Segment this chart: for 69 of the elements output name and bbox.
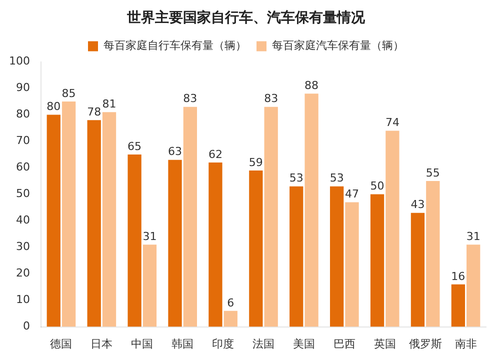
chart-title: 世界主要国家自行车、汽车保有量情况 [126, 9, 366, 26]
y-tick-label: 70 [16, 134, 30, 148]
x-tick-label: 巴西 [333, 337, 356, 350]
data-label: 59 [248, 156, 263, 169]
y-tick-label: 100 [8, 54, 30, 68]
data-label: 62 [208, 148, 222, 161]
y-tick-label: 20 [16, 266, 30, 280]
data-label: 53 [289, 172, 304, 185]
y-tick-label: 80 [16, 108, 30, 121]
bar [183, 106, 197, 327]
bar [102, 112, 116, 327]
data-label: 80 [46, 100, 61, 114]
bar [249, 170, 263, 327]
y-tick-label: 0 [22, 320, 30, 333]
x-tick-label: 美国 [292, 337, 315, 350]
data-label: 63 [168, 145, 182, 158]
data-label: 31 [142, 230, 157, 244]
bar [370, 194, 384, 327]
x-tick-label: 中国 [131, 337, 154, 350]
legend-label: 每百家庭汽车保有量（辆） [272, 39, 404, 52]
bar [142, 244, 157, 327]
x-tick-label: 德国 [50, 337, 72, 350]
data-label: 83 [264, 92, 278, 106]
bar [466, 244, 480, 327]
x-tick-label: 英国 [374, 337, 396, 350]
data-label: 53 [330, 172, 344, 185]
bar [304, 94, 318, 327]
y-tick-label: 60 [16, 160, 30, 174]
data-label: 83 [183, 92, 198, 106]
bar [410, 212, 425, 327]
y-tick-label: 50 [16, 187, 30, 200]
bar [208, 162, 222, 327]
data-label: 85 [62, 86, 76, 100]
bar [62, 102, 76, 327]
bar [345, 202, 359, 327]
bar [290, 186, 304, 327]
y-tick-label: 40 [16, 214, 30, 227]
x-tick-label: 日本 [90, 337, 113, 350]
data-label: 16 [451, 270, 466, 283]
data-label: 88 [304, 78, 319, 92]
bar [330, 186, 344, 327]
x-tick-label: 俄罗斯 [408, 337, 442, 350]
data-label: 78 [87, 105, 102, 118]
bar [168, 160, 182, 327]
bar [87, 120, 101, 327]
data-label: 31 [466, 230, 480, 244]
data-label: 50 [370, 180, 384, 193]
y-tick-label: 30 [16, 240, 30, 254]
bar [386, 130, 400, 327]
bar [451, 284, 466, 327]
data-label: 74 [385, 116, 400, 130]
y-tick-label: 90 [16, 81, 30, 94]
x-tick-label: 南非 [454, 337, 477, 350]
x-tick-label: 韩国 [172, 337, 194, 350]
bar [426, 181, 440, 327]
bar [128, 154, 142, 327]
bar [224, 310, 238, 327]
x-tick-label: 法国 [252, 337, 274, 350]
x-tick-label: 印度 [212, 337, 234, 350]
legend-label: 每百家庭自行车保有量（辆） [104, 39, 246, 52]
data-label: 55 [426, 166, 440, 180]
data-label: 47 [344, 188, 359, 201]
data-label: 81 [102, 98, 116, 111]
data-label: 65 [128, 140, 142, 153]
data-label: 6 [227, 296, 234, 310]
bar [264, 106, 278, 327]
data-label: 43 [410, 198, 425, 212]
bar [46, 114, 60, 327]
y-tick-label: 10 [16, 293, 30, 306]
